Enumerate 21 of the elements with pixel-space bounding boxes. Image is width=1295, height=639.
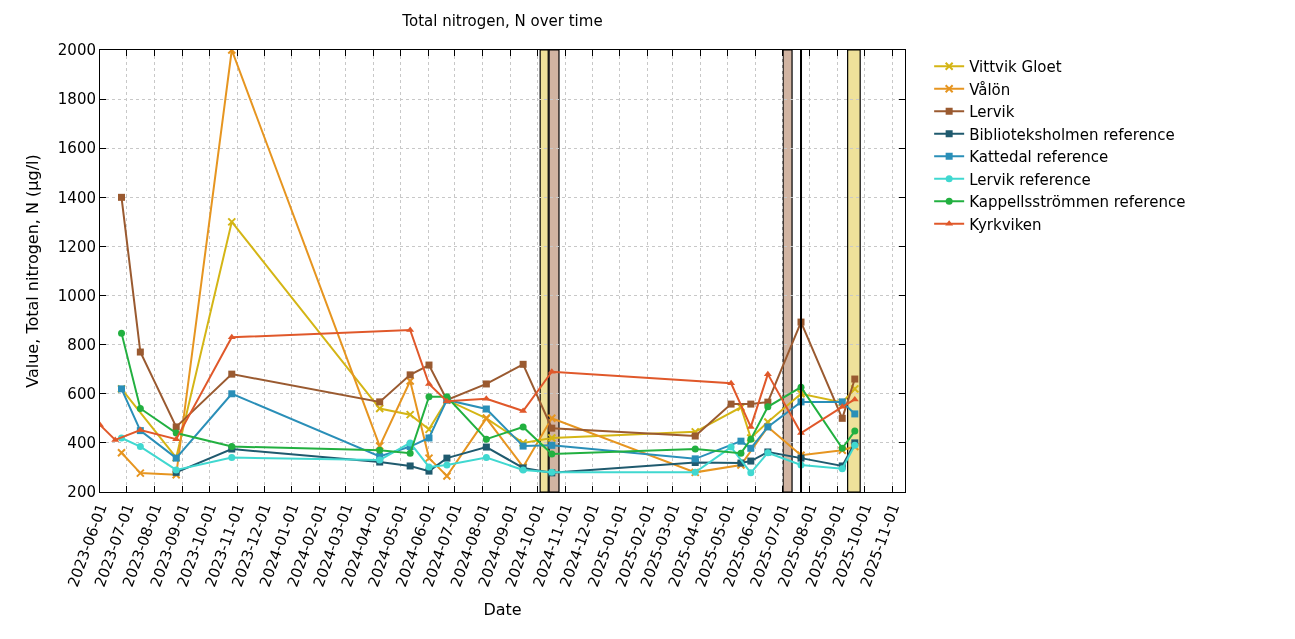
chart-title: Total nitrogen, N over time bbox=[401, 12, 603, 31]
y-tick-label: 200 bbox=[67, 483, 96, 502]
x-axis-title: Date bbox=[483, 600, 522, 620]
y-tick-label: 1600 bbox=[57, 139, 96, 158]
legend-label: Vålön bbox=[969, 80, 1011, 99]
y-tick-label: 1000 bbox=[57, 286, 96, 305]
y-tick-label: 2000 bbox=[57, 41, 96, 60]
legend-label: Lervik bbox=[969, 103, 1015, 122]
legend-label: Lervik reference bbox=[969, 170, 1091, 189]
legend-label: Kappellsströmmen reference bbox=[969, 193, 1186, 212]
y-tick-label: 1800 bbox=[57, 90, 96, 109]
y-tick-label: 1400 bbox=[57, 188, 96, 207]
y-tick-label: 800 bbox=[67, 335, 96, 354]
legend-label: Vittvik Gloet bbox=[969, 58, 1062, 77]
y-tick-label: 400 bbox=[67, 434, 96, 453]
legend-label: Kyrkviken bbox=[969, 215, 1042, 234]
legend-label: Biblioteksholmen reference bbox=[969, 125, 1175, 144]
y-tick-label: 600 bbox=[67, 385, 96, 404]
y-axis-title: Value, Total nitrogen, N (µg/l) bbox=[22, 154, 42, 388]
legend-label: Kattedal reference bbox=[969, 148, 1109, 167]
y-tick-label: 1200 bbox=[57, 237, 96, 256]
